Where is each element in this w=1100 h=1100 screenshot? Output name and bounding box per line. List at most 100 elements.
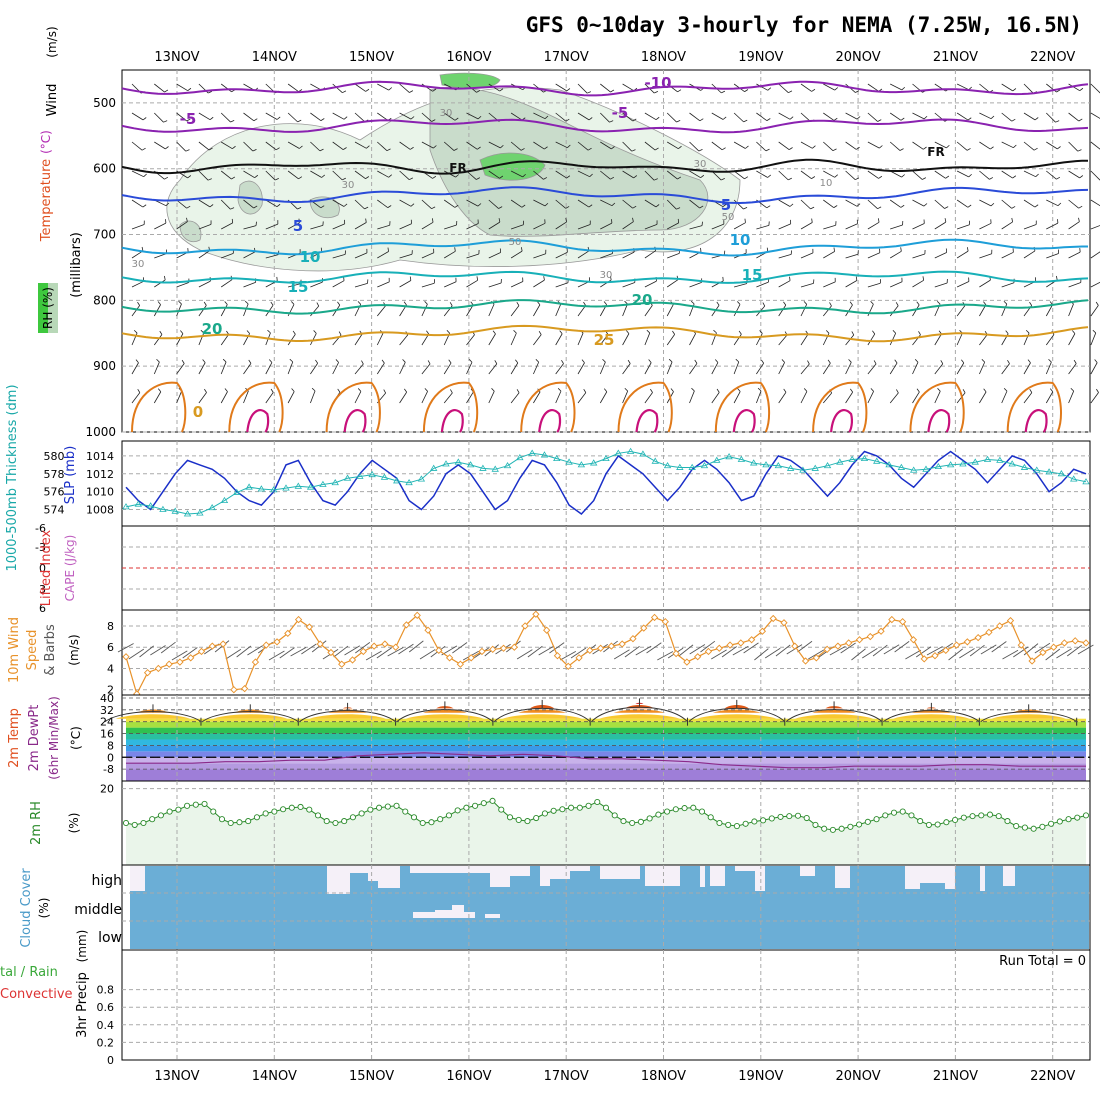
wind-barb-flag bbox=[402, 359, 406, 363]
wind-barb bbox=[956, 332, 963, 346]
thickness-point bbox=[159, 505, 167, 512]
wind-barb-flag bbox=[364, 206, 369, 210]
wind-barb-flag bbox=[694, 359, 698, 364]
lifted-tick: 0 bbox=[39, 562, 46, 575]
isotherm-label: -5 bbox=[180, 110, 197, 128]
wind-barb bbox=[823, 199, 835, 208]
wind-barb bbox=[354, 141, 367, 149]
wind-barb bbox=[622, 83, 634, 92]
wind-barb bbox=[979, 112, 992, 120]
temp-color-band bbox=[126, 727, 1086, 734]
wind10-speed-point bbox=[715, 644, 723, 652]
precip-tick: 0.6 bbox=[97, 1001, 115, 1014]
wind-barb-flag bbox=[566, 175, 571, 179]
run-total-label: Run Total = 0 bbox=[999, 954, 1086, 969]
cloud-clear-high bbox=[570, 866, 590, 871]
wind10-barb bbox=[171, 650, 188, 661]
wind10-speed-point bbox=[327, 648, 335, 657]
wind-barb bbox=[1090, 305, 1099, 317]
wind-barb bbox=[956, 112, 969, 121]
temp-color-band bbox=[126, 739, 1086, 746]
wind-barb bbox=[867, 83, 879, 92]
wind-barb bbox=[889, 392, 899, 404]
wind-barb-flag bbox=[1057, 146, 1061, 150]
wind-barb-flag bbox=[761, 359, 764, 364]
wind-barb bbox=[667, 252, 680, 259]
wind-barb bbox=[421, 391, 428, 404]
thickness-point bbox=[1045, 468, 1053, 475]
wind-barb-flag bbox=[983, 388, 987, 393]
wind-barb-flag bbox=[544, 115, 549, 119]
isotherm-label: 0 bbox=[193, 403, 203, 421]
rh2m-point bbox=[1065, 816, 1072, 823]
wind-barb-flag bbox=[476, 276, 479, 281]
wind-barb bbox=[555, 282, 569, 288]
convective-loop bbox=[617, 381, 673, 433]
wind-barb-flag bbox=[386, 148, 391, 152]
wind-barb bbox=[198, 392, 207, 404]
cape-label: CAPE (J/kg) bbox=[63, 535, 77, 602]
wind10-speed-point bbox=[219, 640, 227, 648]
thickness-point bbox=[651, 457, 659, 464]
date-label-top: 22NOV bbox=[1030, 50, 1075, 65]
rh-contour-label: 50 bbox=[509, 237, 522, 248]
wind-barb bbox=[332, 141, 344, 150]
wind-barb-flag bbox=[209, 116, 214, 121]
wind-barb bbox=[912, 304, 920, 317]
wind10-speed-point bbox=[898, 618, 907, 626]
rh2m-point bbox=[506, 814, 514, 821]
convective-loop bbox=[520, 381, 576, 433]
wind-barb bbox=[555, 363, 564, 375]
wind-barb-flag bbox=[165, 146, 169, 150]
wind-barb bbox=[956, 199, 969, 208]
wind-barb bbox=[577, 83, 588, 94]
wind10-barb bbox=[894, 641, 910, 653]
wind-barb bbox=[867, 199, 878, 209]
wind-barb-flag bbox=[789, 147, 793, 150]
wind-barb bbox=[1001, 199, 1012, 209]
slp-tick: 1014 bbox=[86, 450, 114, 463]
wind-barb bbox=[243, 225, 257, 230]
wind-barb bbox=[577, 362, 585, 375]
wind-barb bbox=[220, 279, 233, 288]
wind-barb bbox=[644, 332, 651, 346]
wind-barb-flag bbox=[757, 387, 762, 392]
thickness-point bbox=[983, 455, 992, 462]
wind-barb-flag bbox=[811, 88, 816, 92]
wind10-speed-point bbox=[780, 619, 788, 627]
wind-barb bbox=[756, 170, 768, 178]
wind-barb bbox=[533, 334, 542, 346]
wind-barb bbox=[198, 112, 211, 121]
wind10-barb bbox=[711, 649, 727, 660]
wind-barb-flag bbox=[856, 203, 861, 207]
wind-barb-flag bbox=[743, 206, 748, 210]
wind-barb-flag bbox=[1092, 329, 1097, 334]
wind-barb bbox=[1090, 83, 1100, 94]
wind-barb bbox=[466, 223, 479, 230]
wind10-speed-point bbox=[1017, 641, 1025, 649]
thickness-point bbox=[589, 459, 598, 466]
wind-barb bbox=[644, 362, 652, 375]
wind-barb bbox=[979, 334, 988, 346]
wind10-speed-point bbox=[963, 638, 971, 646]
wind-barb-flag bbox=[291, 301, 295, 305]
wind-barb-flag bbox=[654, 90, 659, 94]
wind-barb bbox=[689, 199, 700, 209]
wind10-barb bbox=[387, 647, 404, 657]
wind10-speed-point bbox=[1071, 637, 1079, 645]
wind-barb bbox=[354, 199, 365, 210]
wind-barb bbox=[733, 361, 740, 375]
wind-barb bbox=[287, 83, 299, 92]
wind-barb-flag bbox=[716, 388, 720, 393]
wind10-speed-point bbox=[230, 686, 238, 694]
wind-barb bbox=[265, 392, 274, 404]
rh2m-point bbox=[1013, 823, 1020, 830]
wind-barb-flag bbox=[918, 331, 921, 335]
rh2m-point bbox=[882, 812, 889, 819]
wind-barb bbox=[376, 305, 386, 317]
wind-barb bbox=[1090, 141, 1100, 150]
wind-barb-flag bbox=[476, 90, 481, 93]
wind-barb bbox=[689, 363, 698, 375]
wind-barb-flag bbox=[834, 87, 839, 91]
thickness-point bbox=[282, 484, 290, 491]
